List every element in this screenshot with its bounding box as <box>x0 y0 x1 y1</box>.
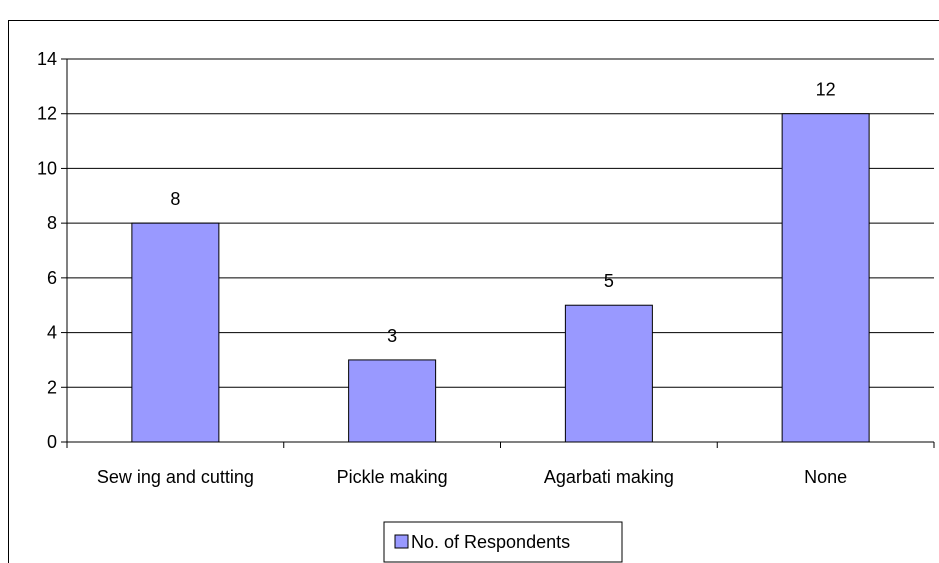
y-tick-label: 8 <box>47 213 57 233</box>
y-tick-label: 10 <box>37 158 57 178</box>
bar <box>348 359 437 443</box>
x-category-label: Agarbati making <box>544 467 674 487</box>
y-tick-label: 14 <box>37 49 57 69</box>
y-tick-label: 12 <box>37 104 57 124</box>
y-tick-label: 2 <box>47 377 57 397</box>
y-tick-label: 4 <box>47 323 57 343</box>
data-label: 5 <box>604 271 614 291</box>
bar <box>131 222 220 443</box>
y-tick-label: 0 <box>47 432 57 452</box>
legend-swatch <box>394 534 409 549</box>
data-label: 8 <box>170 189 180 209</box>
x-category-label: Sew ing and cutting <box>97 467 254 487</box>
bars <box>131 113 870 443</box>
bar <box>564 304 653 443</box>
data-label: 3 <box>387 326 397 346</box>
y-tick-label: 6 <box>47 268 57 288</box>
chart-frame <box>8 20 939 563</box>
legend: No. of Respondents <box>383 521 623 563</box>
legend-label: No. of Respondents <box>411 532 570 552</box>
x-category-label: Pickle making <box>337 467 448 487</box>
bar <box>781 113 870 443</box>
data-label: 12 <box>816 80 836 100</box>
x-category-label: None <box>804 467 847 487</box>
legend-box <box>383 521 623 563</box>
labels: 0 2 4 6 8 10 12 14 8 Sew ing and cutting 3 Pickle m… <box>37 49 847 487</box>
